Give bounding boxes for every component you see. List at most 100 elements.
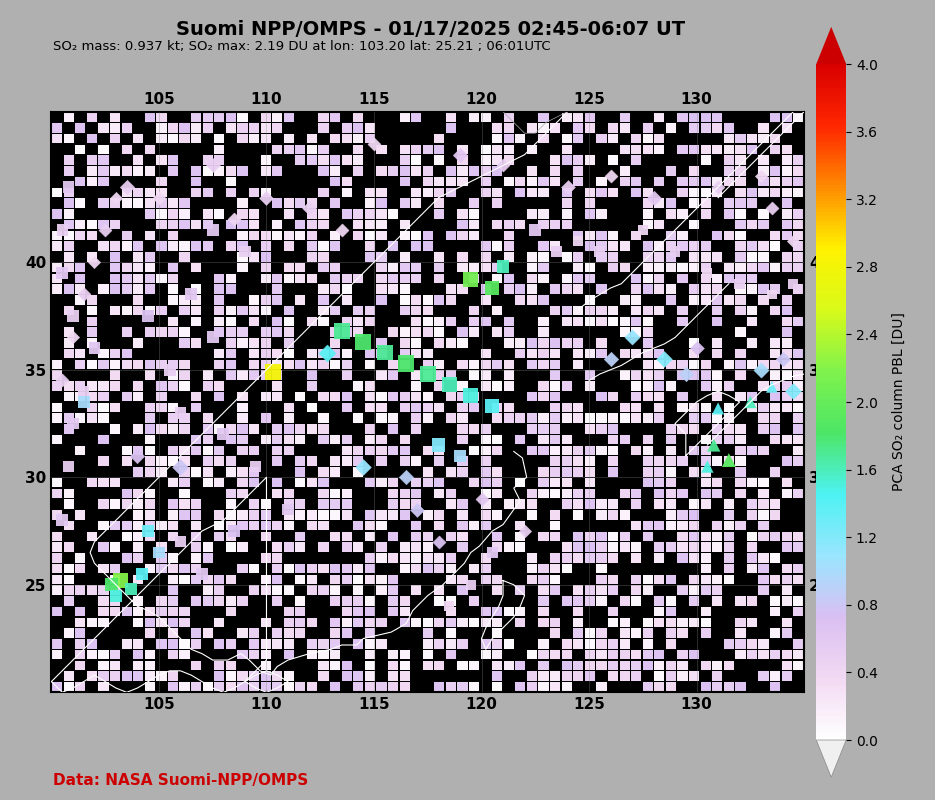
Point: [399, 471, 414, 484]
Point: [77, 288, 92, 301]
Point: [464, 389, 479, 402]
Point: [550, 245, 565, 258]
Point: [87, 256, 102, 269]
Point: [206, 223, 221, 236]
Point: [453, 450, 468, 462]
Text: Data: NASA Suomi-NPP/OMPS: Data: NASA Suomi-NPP/OMPS: [53, 773, 309, 788]
Point: [410, 503, 424, 516]
Point: [431, 535, 446, 548]
Point: [668, 245, 683, 258]
Point: [55, 266, 70, 279]
Point: [319, 346, 334, 359]
Point: [474, 492, 489, 505]
Point: [711, 181, 726, 194]
Point: [786, 385, 801, 398]
Point: [689, 342, 704, 354]
Point: [227, 525, 242, 538]
Point: [517, 525, 532, 538]
Point: [706, 438, 721, 451]
Point: [679, 368, 694, 381]
Point: [754, 363, 769, 376]
Point: [173, 406, 188, 419]
Point: [765, 381, 780, 394]
Point: [65, 331, 80, 344]
Point: [206, 159, 221, 172]
Point: [636, 223, 651, 236]
Point: [453, 148, 468, 161]
Point: [646, 191, 661, 204]
Point: [55, 374, 70, 387]
Point: [421, 368, 436, 381]
Point: [528, 223, 543, 236]
Point: [87, 342, 102, 354]
Point: [722, 454, 737, 466]
Point: [249, 460, 264, 473]
Y-axis label: PCA SO₂ column PBL [DU]: PCA SO₂ column PBL [DU]: [892, 313, 906, 491]
Point: [151, 191, 166, 204]
Point: [108, 191, 123, 204]
Point: [442, 600, 457, 613]
Point: [485, 282, 500, 294]
Point: [657, 353, 672, 366]
Point: [141, 310, 156, 322]
Point: [65, 417, 80, 430]
Point: [367, 138, 381, 150]
Point: [65, 310, 80, 322]
Point: [227, 213, 242, 226]
Point: [55, 223, 70, 236]
Point: [55, 514, 70, 526]
Point: [98, 223, 113, 236]
Point: [743, 396, 758, 408]
Point: [280, 503, 295, 516]
Point: [754, 170, 769, 182]
Point: [625, 331, 640, 344]
Point: [603, 353, 618, 366]
Point: [786, 278, 801, 290]
Point: [496, 260, 511, 273]
Point: [77, 396, 92, 408]
Point: [700, 266, 715, 279]
Polygon shape: [816, 740, 846, 777]
Point: [464, 273, 479, 286]
Point: [356, 335, 371, 348]
Point: [61, 181, 76, 194]
Point: [173, 535, 188, 548]
Point: [560, 181, 575, 194]
Point: [431, 438, 446, 451]
Point: [732, 278, 747, 290]
Point: [485, 400, 500, 413]
Point: [786, 234, 801, 247]
Point: [141, 525, 156, 538]
Point: [302, 202, 317, 215]
Point: [335, 223, 350, 236]
Point: [123, 582, 138, 595]
Point: [108, 589, 123, 602]
Point: [237, 245, 252, 258]
Point: [184, 288, 199, 301]
Text: SO₂ mass: 0.937 kt; SO₂ max: 2.19 DU at lon: 103.20 lat: 25.21 ; 06:01UTC: SO₂ mass: 0.937 kt; SO₂ max: 2.19 DU at …: [53, 40, 551, 53]
Point: [775, 353, 790, 366]
Point: [104, 578, 119, 591]
Point: [603, 170, 618, 182]
Point: [61, 460, 76, 473]
Point: [163, 363, 178, 376]
Point: [356, 460, 371, 473]
Point: [571, 234, 586, 247]
Point: [485, 546, 500, 559]
Point: [216, 428, 231, 441]
Point: [266, 366, 280, 378]
Polygon shape: [816, 27, 846, 64]
Point: [378, 346, 393, 359]
Point: [173, 460, 188, 473]
Point: [113, 574, 128, 587]
Point: [335, 325, 350, 338]
Point: [711, 402, 726, 415]
Point: [259, 191, 274, 204]
Point: [194, 568, 209, 581]
Point: [399, 357, 414, 370]
Point: [496, 159, 511, 172]
Point: [151, 546, 166, 559]
Text: Suomi NPP/OMPS - 01/17/2025 02:45-06:07 UT: Suomi NPP/OMPS - 01/17/2025 02:45-06:07 …: [176, 20, 684, 39]
Point: [700, 460, 715, 473]
Point: [120, 181, 135, 194]
